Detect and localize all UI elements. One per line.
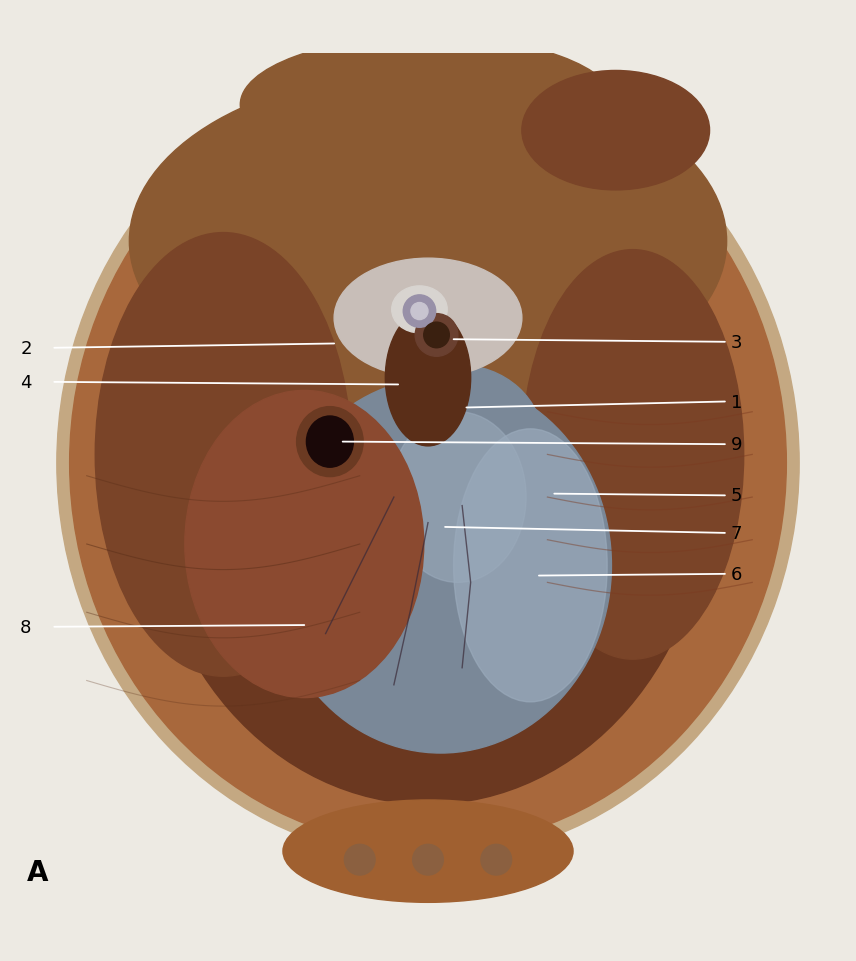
Text: 5: 5: [731, 487, 742, 505]
Text: A: A: [27, 858, 49, 887]
Ellipse shape: [385, 310, 471, 447]
Ellipse shape: [389, 412, 526, 582]
Ellipse shape: [270, 379, 611, 753]
Text: 3: 3: [731, 333, 742, 352]
Ellipse shape: [392, 286, 447, 333]
Ellipse shape: [372, 365, 544, 519]
Ellipse shape: [69, 80, 787, 847]
Circle shape: [424, 323, 449, 349]
Text: 6: 6: [731, 565, 742, 583]
Text: 4: 4: [21, 374, 32, 391]
Text: 8: 8: [21, 618, 32, 636]
Text: 9: 9: [731, 435, 742, 454]
Ellipse shape: [185, 391, 424, 698]
Ellipse shape: [129, 71, 727, 412]
Ellipse shape: [334, 259, 522, 379]
Ellipse shape: [522, 71, 710, 190]
Circle shape: [403, 296, 436, 328]
Ellipse shape: [241, 37, 615, 174]
Text: 7: 7: [731, 525, 742, 542]
Ellipse shape: [56, 67, 800, 860]
Ellipse shape: [283, 801, 573, 902]
Ellipse shape: [95, 234, 351, 677]
Circle shape: [413, 845, 443, 875]
Text: 2: 2: [21, 339, 32, 357]
Ellipse shape: [454, 430, 607, 702]
Ellipse shape: [146, 157, 710, 804]
Ellipse shape: [522, 251, 744, 659]
Circle shape: [415, 314, 458, 357]
Circle shape: [411, 304, 428, 320]
Circle shape: [344, 845, 375, 875]
Circle shape: [481, 845, 512, 875]
Text: 1: 1: [731, 393, 742, 411]
Ellipse shape: [296, 407, 363, 477]
Ellipse shape: [306, 416, 354, 468]
